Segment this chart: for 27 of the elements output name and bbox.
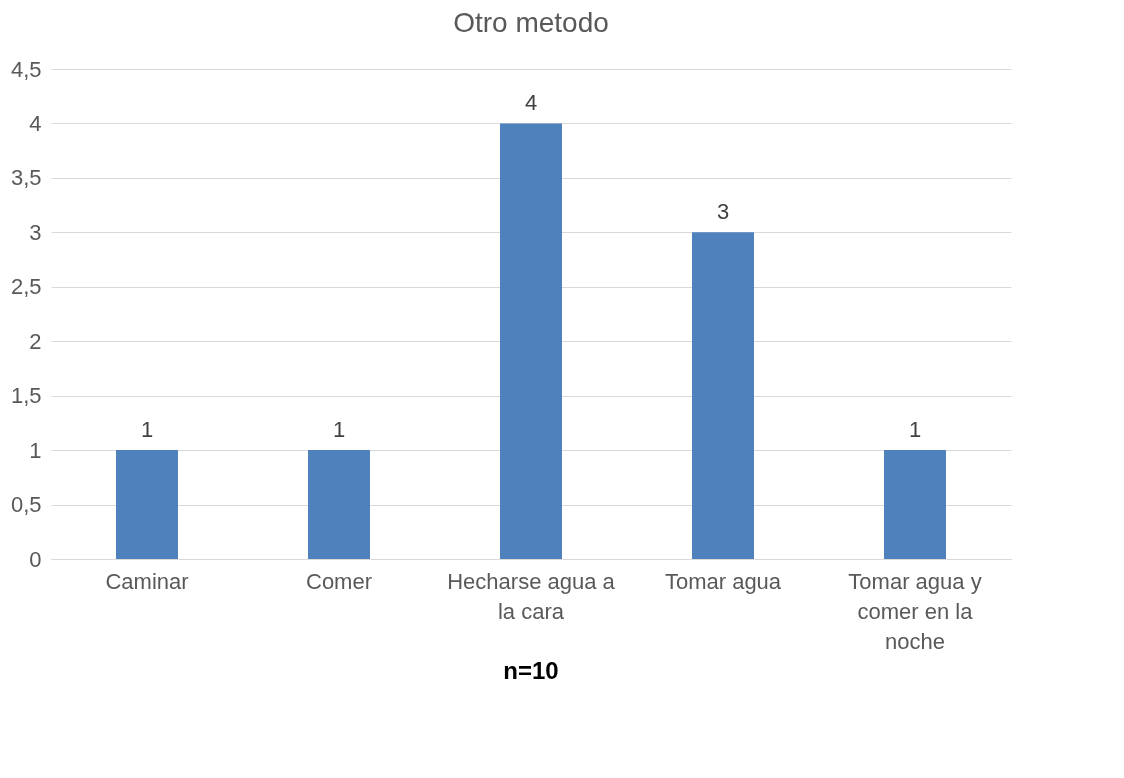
data-label: 1 bbox=[140, 417, 154, 443]
bar bbox=[692, 232, 754, 559]
y-tick-label: 1,5 bbox=[10, 383, 42, 409]
data-label: 1 bbox=[332, 417, 346, 443]
y-tick-label: 2 bbox=[29, 328, 42, 354]
y-tick-label: 3,5 bbox=[10, 165, 42, 191]
y-tick-label: 0,5 bbox=[10, 492, 42, 518]
bar bbox=[500, 123, 562, 559]
x-tick-label: Tomar agua bbox=[664, 568, 782, 594]
x-tick-label: Caminar bbox=[105, 568, 189, 594]
y-tick-label: 4,5 bbox=[10, 56, 42, 82]
text: n=10 bbox=[503, 657, 559, 684]
x-tick-label: Comer bbox=[305, 568, 373, 594]
bar bbox=[884, 450, 946, 559]
y-tick-label: 3 bbox=[29, 219, 42, 245]
data-label: 1 bbox=[908, 417, 922, 443]
y-tick-label: 2,5 bbox=[10, 274, 42, 300]
data-label: 4 bbox=[524, 90, 538, 116]
y-tick-label: 4 bbox=[29, 110, 42, 136]
x-tick-label: Hecharse agua a la cara bbox=[447, 568, 616, 624]
x-tick-label: Tomar agua y comer en la noche bbox=[848, 568, 982, 654]
y-tick-label: 0 bbox=[29, 546, 42, 572]
y-tick-label: 1 bbox=[29, 437, 42, 463]
bar bbox=[308, 450, 370, 559]
bar bbox=[116, 450, 178, 559]
chart-title: Otro metodo bbox=[453, 7, 609, 38]
data-label: 3 bbox=[716, 199, 730, 225]
